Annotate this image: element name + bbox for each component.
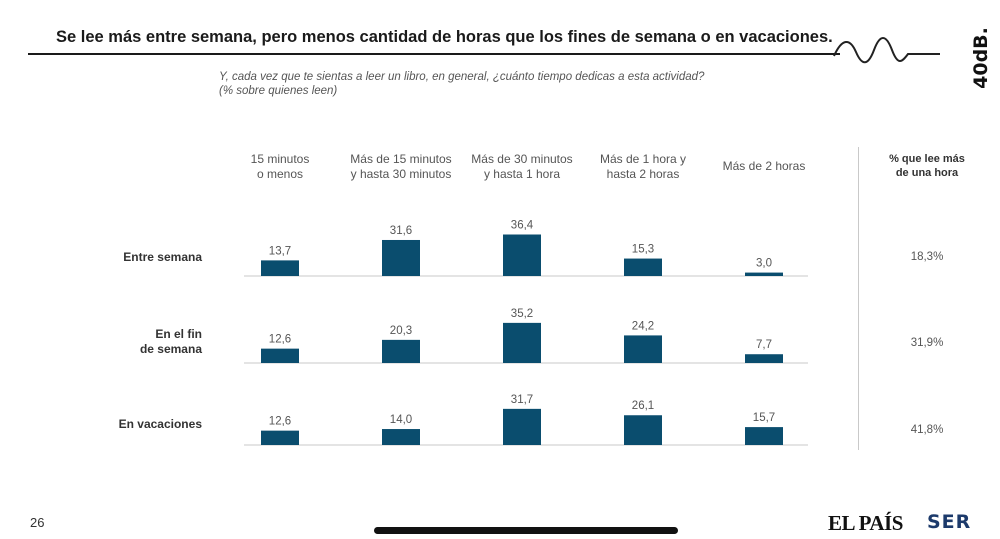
data-label-entre-semana-3: 15,3: [632, 244, 654, 256]
bar-vacaciones-3: [624, 415, 662, 445]
bar-entre-semana-3: [624, 258, 662, 276]
home-indicator[interactable]: [374, 527, 678, 534]
row-label-vacaciones: En vacaciones: [118, 417, 202, 431]
bar-vacaciones-2: [503, 408, 541, 445]
bar-fin-de-semana-4: [745, 354, 783, 363]
page-number: 26: [30, 515, 45, 530]
row-label-entre-semana: Entre semana: [123, 250, 202, 264]
data-label-fin-de-semana-1: 20,3: [390, 325, 412, 337]
pct-value-entre-semana: 18,3%: [910, 251, 944, 263]
bar-vacaciones-1: [382, 429, 420, 445]
column-header-2h-plus: Más de 2 horas: [722, 159, 806, 173]
pct-column-header: % que lee más de una hora: [889, 153, 965, 179]
title-underline: [28, 53, 840, 55]
row-label-fin-de-semana: En el fin de semana: [139, 327, 202, 356]
bar-fin-de-semana-3: [624, 335, 662, 363]
bar-fin-de-semana-2: [503, 322, 541, 363]
pct-value-vacaciones: 41,8%: [910, 424, 944, 436]
column-header-15-30min: Más de 15 minutos y hasta 30 minutos: [350, 152, 452, 181]
data-label-fin-de-semana-2: 35,2: [511, 308, 533, 320]
data-label-vacaciones-1: 14,0: [390, 414, 412, 426]
data-label-vacaciones-4: 15,7: [753, 412, 775, 424]
column-separator: [858, 147, 859, 450]
chart-title: Se lee más entre semana, pero menos cant…: [56, 28, 833, 46]
bar-entre-semana-2: [503, 234, 541, 276]
chart-subtitle: Y, cada vez que te sientas a leer un lib…: [219, 70, 704, 98]
bar-entre-semana-0: [261, 260, 299, 276]
data-label-vacaciones-0: 12,6: [269, 416, 291, 428]
bar-vacaciones-4: [745, 427, 783, 445]
column-header-30-60min: Más de 30 minutos y hasta 1 hora: [471, 152, 573, 181]
data-label-entre-semana-2: 36,4: [511, 220, 534, 232]
bar-entre-semana-4: [745, 272, 783, 276]
data-label-entre-semana-0: 13,7: [269, 245, 291, 257]
data-label-entre-semana-1: 31,6: [390, 225, 412, 237]
data-label-vacaciones-2: 31,7: [511, 394, 533, 406]
data-label-vacaciones-3: 26,1: [632, 400, 654, 412]
bar-fin-de-semana-0: [261, 348, 299, 363]
data-label-fin-de-semana-3: 24,2: [632, 320, 654, 332]
pct-value-fin-de-semana: 31,9%: [910, 337, 944, 349]
survey-question: Y, cada vez que te sientas a leer un lib…: [219, 71, 705, 83]
bar-vacaciones-0: [261, 430, 299, 445]
ser-logo: SER: [927, 511, 972, 533]
data-label-entre-semana-4: 3,0: [756, 258, 772, 270]
base-note: (% sobre quienes leen): [219, 85, 338, 97]
wave-icon: [833, 37, 940, 64]
bar-entre-semana-1: [382, 239, 420, 276]
column-header-1-2h: Más de 1 hora y hasta 2 horas: [599, 152, 687, 181]
el-pais-logo: EL PAÍS: [828, 511, 903, 535]
data-label-fin-de-semana-0: 12,6: [269, 334, 291, 346]
bar-fin-de-semana-1: [382, 339, 420, 363]
data-label-fin-de-semana-4: 7,7: [756, 339, 772, 351]
column-header-15min: 15 minutos o menos: [250, 152, 310, 181]
